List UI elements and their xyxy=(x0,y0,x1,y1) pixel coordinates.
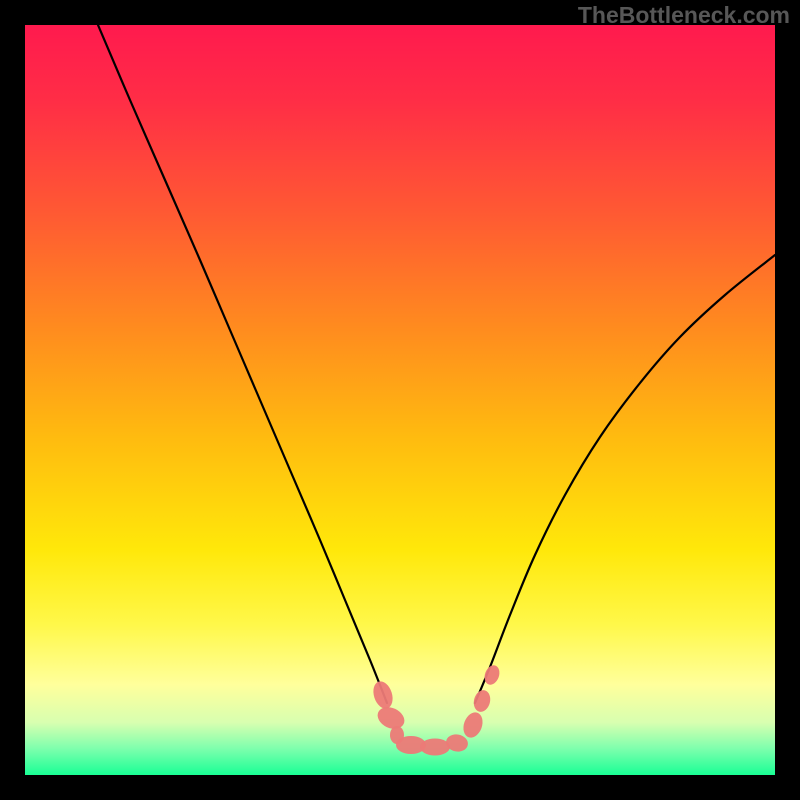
chart-plot xyxy=(25,25,775,775)
marker-blob xyxy=(420,739,450,756)
chart-background xyxy=(25,25,775,775)
watermark-text: TheBottleneck.com xyxy=(578,2,790,29)
chart-frame: TheBottleneck.com xyxy=(0,0,800,800)
